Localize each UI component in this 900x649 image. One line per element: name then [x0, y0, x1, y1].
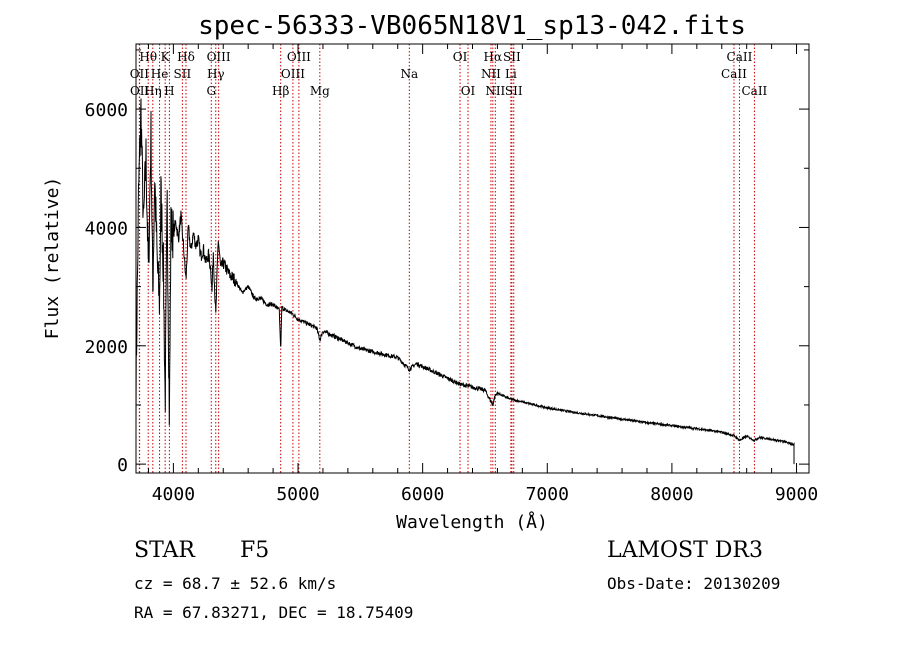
survey-name: LAMOST DR3: [607, 538, 763, 563]
line-label-27: CaII: [741, 84, 767, 98]
line-label-1: Hη: [144, 84, 162, 98]
line-label-8: OII: [130, 84, 150, 98]
obs-date: Obs-Date: 20130209: [607, 574, 781, 593]
line-label-13: OIII: [287, 50, 311, 64]
line-label-21: NII: [485, 84, 505, 98]
y-axis-label: Flux (relative): [42, 177, 63, 340]
line-label-3: K: [161, 50, 171, 64]
line-label-18: OI: [461, 84, 476, 98]
y-tick-label: 6000: [85, 100, 128, 121]
line-label-26: CaII: [721, 67, 747, 81]
object-class: STAR: [134, 538, 195, 563]
x-axis-label: Wavelength (Å): [396, 511, 548, 533]
y-tick-label: 0: [117, 455, 128, 476]
line-label-19: Hα: [484, 50, 503, 64]
line-label-14: OIII: [281, 67, 305, 81]
x-tick-label: 4000: [152, 484, 195, 505]
line-label-12: Hβ: [272, 84, 289, 98]
x-tick-label: 6000: [401, 484, 444, 505]
line-label-20: NII: [481, 67, 501, 81]
line-label-23: Li: [505, 67, 517, 81]
line-label-17: OI: [453, 50, 468, 64]
line-label-16: Na: [400, 67, 418, 81]
line-label-6: Hδ: [177, 50, 195, 64]
spectrum-line: [135, 98, 795, 465]
line-markers: [138, 44, 755, 473]
line-label-9: OIII: [207, 50, 231, 64]
chart-title: spec-56333-VB065N18V1_sp13-042.fits: [198, 11, 746, 41]
object-subclass: F5: [240, 538, 270, 563]
x-tick-label: 5000: [276, 484, 319, 505]
line-label-10: Hγ: [207, 67, 225, 81]
line-label-22: SII: [503, 50, 521, 64]
x-tick-label: 8000: [650, 484, 693, 505]
y-tick-label: 4000: [85, 218, 128, 239]
line-label-0: Hθ: [139, 50, 157, 64]
line-label-15: Mg: [310, 84, 330, 98]
y-tick-label: 2000: [85, 337, 128, 358]
line-label-2: He: [151, 67, 169, 81]
line-label-24: SII: [505, 84, 523, 98]
axes: 4000 5000 6000 7000 8000 9000 0 2000 4000 6000: [85, 43, 818, 505]
x-tick-label: 7000: [526, 484, 569, 505]
spectrum-series: [135, 98, 795, 465]
line-label-4: H: [164, 84, 174, 98]
line-label-7: OII: [130, 67, 150, 81]
line-label-25: CaII: [727, 50, 753, 64]
line-label-5: SII: [174, 67, 192, 81]
plot-frame: [135, 43, 810, 474]
coordinates: RA = 67.83271, DEC = 18.75409: [134, 603, 414, 622]
x-tick-label: 9000: [775, 484, 818, 505]
line-label-11: G: [206, 84, 216, 98]
redshift-cz: cz = 68.7 ± 52.6 km/s: [134, 574, 337, 593]
